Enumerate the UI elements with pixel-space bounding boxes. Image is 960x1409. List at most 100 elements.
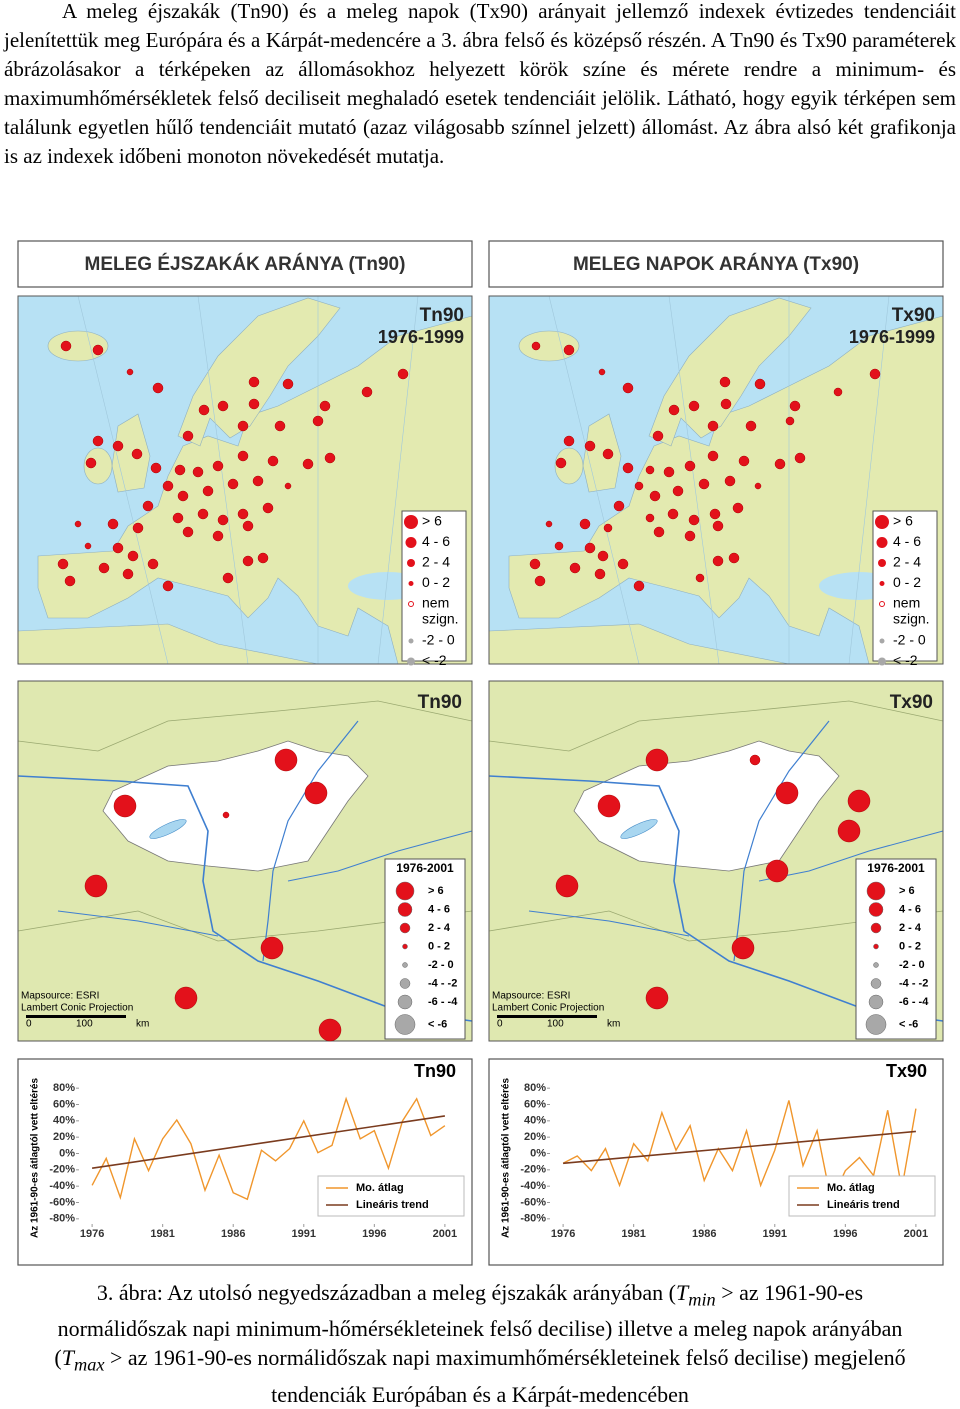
legend-label: nem bbox=[893, 595, 920, 611]
scale-label: km bbox=[136, 1019, 149, 1030]
legend-symbol bbox=[402, 943, 408, 950]
station bbox=[563, 344, 575, 356]
station bbox=[222, 572, 234, 584]
map-label: Tx90 bbox=[890, 692, 933, 713]
legend-symbol bbox=[407, 559, 415, 567]
hungary-map: Tx90 1976-2001 > 6 4 - 6 2 - 4 0 - 2 -2 - 0 -4 … bbox=[488, 680, 944, 1042]
station bbox=[785, 416, 795, 426]
chart-frame bbox=[488, 1058, 944, 1266]
station bbox=[633, 580, 645, 592]
station bbox=[112, 542, 124, 554]
station bbox=[649, 490, 661, 502]
station bbox=[688, 514, 700, 526]
station bbox=[60, 340, 72, 352]
station bbox=[126, 368, 134, 376]
legend-symbol bbox=[397, 994, 413, 1010]
x-tick-label: 1976 bbox=[551, 1228, 575, 1240]
legend: Mo. átlag Lineáris trend bbox=[317, 1175, 465, 1217]
legend-label: < -2 bbox=[422, 652, 447, 668]
legend-label: 0 - 2 bbox=[422, 574, 450, 590]
y-tick-label: 60% bbox=[53, 1098, 75, 1110]
legend-label: > 6 bbox=[899, 885, 915, 897]
y-tick-label: 40% bbox=[524, 1115, 546, 1127]
station bbox=[237, 420, 249, 432]
y-tick-label: -40% bbox=[49, 1180, 75, 1192]
legend-label: < -2 bbox=[893, 652, 918, 668]
legend-symbol bbox=[395, 881, 415, 901]
station bbox=[284, 482, 292, 490]
legend-label: -2 - 0 bbox=[428, 959, 454, 971]
x-tick-label: 2001 bbox=[433, 1228, 457, 1240]
legend-label: Mo. átlag bbox=[356, 1182, 404, 1194]
station bbox=[634, 481, 644, 491]
legend-label: -6 - -4 bbox=[899, 996, 929, 1008]
station bbox=[162, 480, 174, 492]
station bbox=[613, 500, 625, 512]
scale-label: 0 bbox=[26, 1019, 32, 1030]
legend-symbol bbox=[405, 537, 417, 548]
station bbox=[765, 859, 789, 883]
x-tick-label: 1981 bbox=[150, 1228, 174, 1240]
station bbox=[749, 754, 761, 766]
station bbox=[252, 475, 264, 487]
y-tick-label: 20% bbox=[53, 1131, 75, 1143]
station bbox=[602, 448, 614, 460]
legend-symbol bbox=[404, 515, 418, 529]
station bbox=[162, 580, 174, 592]
x-tick-label: 1976 bbox=[80, 1228, 104, 1240]
station bbox=[64, 575, 76, 587]
legend-symbol bbox=[866, 881, 886, 901]
map-frame bbox=[488, 295, 944, 665]
scale-label: 0 bbox=[497, 1019, 503, 1030]
map-projection: Lambert Conic Projection bbox=[492, 1003, 604, 1014]
station bbox=[774, 458, 786, 470]
legend-label: szign. bbox=[422, 611, 459, 627]
x-tick-label: 1986 bbox=[221, 1228, 245, 1240]
caption-part: > az 1961-90-es normálidőszak napi maxim… bbox=[104, 1345, 906, 1407]
legend: Mo. átlag Lineáris trend bbox=[788, 1175, 936, 1217]
station bbox=[177, 490, 189, 502]
legend-label: 0 - 2 bbox=[893, 574, 921, 590]
station bbox=[569, 562, 581, 574]
series-line bbox=[91, 1115, 446, 1169]
legend-symbol bbox=[399, 978, 411, 989]
station bbox=[617, 558, 629, 570]
paragraph: A meleg éjszakák (Tn90) és a meleg napok… bbox=[4, 0, 956, 168]
station bbox=[555, 874, 579, 898]
station bbox=[652, 430, 664, 442]
y-tick-label: -80% bbox=[49, 1213, 75, 1225]
station bbox=[248, 398, 260, 410]
legend-label: < -6 bbox=[899, 1018, 918, 1030]
y-tick-label: 0% bbox=[530, 1147, 546, 1159]
station bbox=[668, 404, 680, 416]
station bbox=[732, 502, 744, 514]
map-frame bbox=[488, 680, 944, 1042]
station bbox=[709, 508, 721, 520]
station bbox=[712, 520, 724, 532]
station bbox=[85, 457, 97, 469]
y-tick-label: 80% bbox=[53, 1082, 75, 1094]
station bbox=[698, 478, 710, 490]
legend-symbol bbox=[402, 962, 408, 968]
station bbox=[237, 508, 249, 520]
station bbox=[645, 748, 669, 772]
legend: 1976-2001 > 6 4 - 6 2 - 4 0 - 2 -2 - 0 -4 - -2… bbox=[855, 858, 937, 1040]
legend-label: 2 - 4 bbox=[899, 922, 922, 934]
series-line bbox=[562, 1100, 917, 1204]
station bbox=[667, 508, 679, 520]
station bbox=[98, 562, 110, 574]
station bbox=[397, 368, 409, 380]
station bbox=[598, 368, 606, 376]
station bbox=[622, 462, 634, 474]
station bbox=[182, 526, 194, 538]
station bbox=[754, 482, 762, 490]
station bbox=[754, 378, 766, 390]
station bbox=[248, 376, 260, 388]
legend-label: Mo. átlag bbox=[827, 1182, 875, 1194]
station bbox=[113, 794, 137, 818]
y-tick-label: -60% bbox=[49, 1196, 75, 1208]
legend-label: szign. bbox=[893, 611, 930, 627]
legend-symbol bbox=[878, 657, 886, 666]
